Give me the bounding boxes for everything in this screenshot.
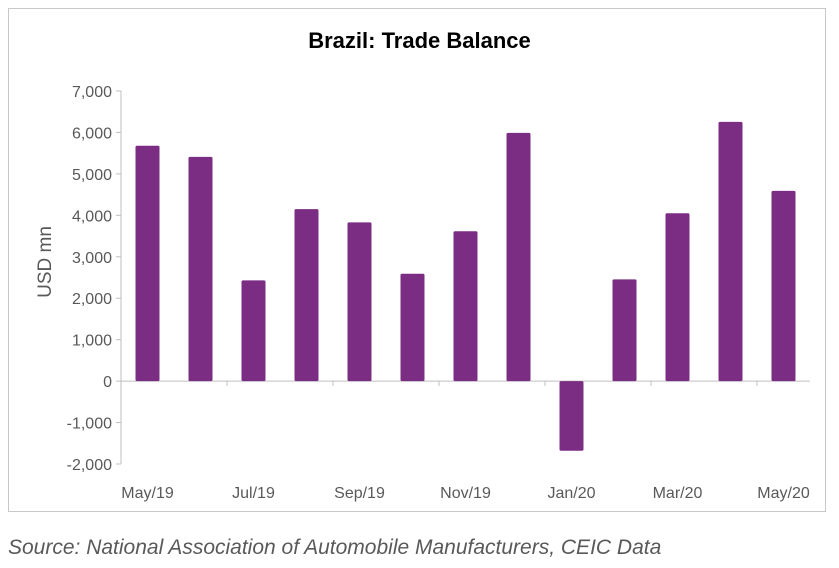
bar-sep-19: [347, 222, 372, 382]
y-tick-label: 6,000: [72, 125, 112, 142]
bar-dec-19: [506, 132, 531, 382]
bar-jun-19: [188, 156, 213, 382]
x-tick-label: May/20: [757, 485, 810, 502]
bar-nov-19: [453, 231, 478, 382]
bar-feb-20: [612, 279, 637, 382]
y-tick-label: 2,000: [72, 291, 112, 308]
y-tick-label: 7,000: [72, 84, 112, 101]
x-tick-label: Jul/19: [232, 485, 275, 502]
y-tick-label: 0: [103, 374, 112, 391]
y-tick-label: 3,000: [72, 250, 112, 267]
bar-jan-20: [559, 381, 584, 451]
bar-may-19: [135, 145, 160, 382]
y-tick-label: 4,000: [72, 208, 112, 225]
bar-may-20: [771, 190, 796, 382]
bar-aug-19: [294, 209, 319, 382]
y-tick-label: -2,000: [67, 457, 112, 474]
chart-title: Brazil: Trade Balance: [308, 28, 531, 53]
y-tick-label: 1,000: [72, 333, 112, 350]
x-tick-label: Jan/20: [547, 485, 595, 502]
bar-apr-20: [718, 121, 743, 382]
source-note: Source: National Association of Automobi…: [8, 536, 662, 559]
x-tick-label: Mar/20: [653, 485, 703, 502]
bar-jul-19: [241, 280, 266, 382]
y-tick-label: 5,000: [72, 167, 112, 184]
x-tick-label: May/19: [121, 485, 174, 502]
y-tick-label: -1,000: [67, 416, 112, 433]
bar-oct-19: [400, 273, 425, 382]
chart-frame: [8, 8, 826, 512]
bar-mar-20: [665, 213, 690, 382]
x-tick-label: Nov/19: [440, 485, 491, 502]
x-tick-label: Sep/19: [334, 485, 385, 502]
